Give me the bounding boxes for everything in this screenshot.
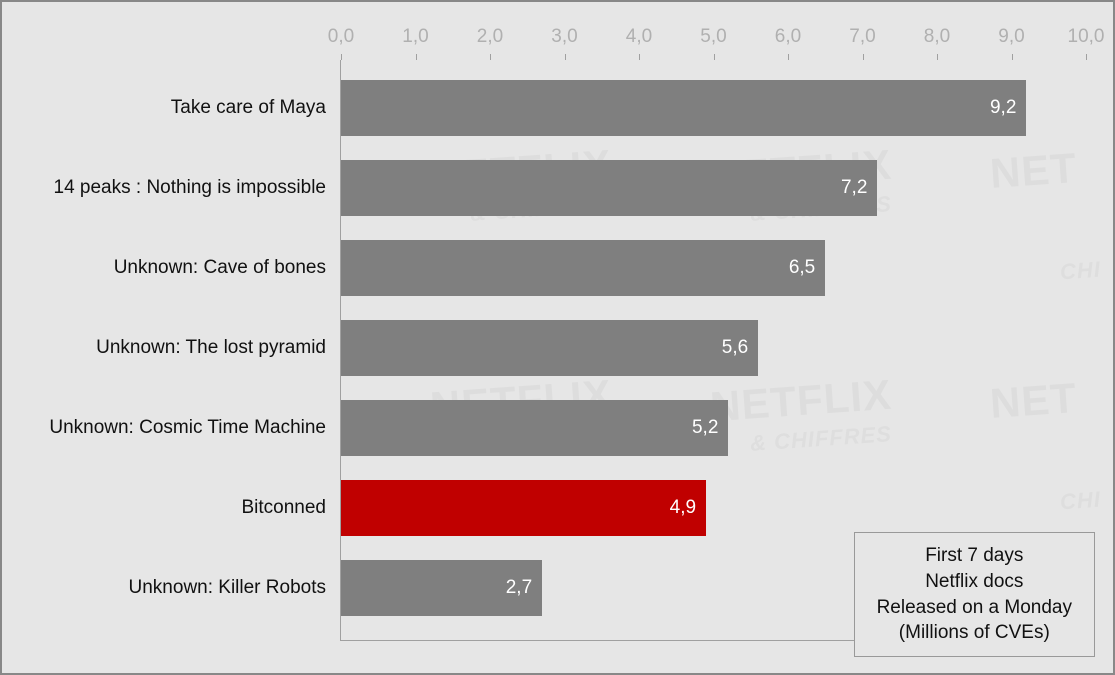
category-label-wrap: Unknown: Cosmic Time Machine — [0, 400, 326, 456]
x-tick-mark — [863, 54, 864, 60]
bar-value-label: 9,2 — [990, 97, 1016, 119]
category-label: Unknown: Killer Robots — [0, 577, 326, 599]
x-tick-label: 8,0 — [924, 26, 950, 48]
category-label-wrap: 14 peaks : Nothing is impossible — [0, 160, 326, 216]
x-tick-label: 7,0 — [849, 26, 875, 48]
x-tick-mark — [341, 54, 342, 60]
category-label: Unknown: Cave of bones — [0, 257, 326, 279]
x-tick-label: 9,0 — [998, 26, 1024, 48]
x-tick-label: 6,0 — [775, 26, 801, 48]
x-tick-label: 5,0 — [700, 26, 726, 48]
chart-canvas: NETFLIX & CHIFFRES NETFLIX & CHIFFRES NE… — [0, 0, 1115, 675]
x-tick-mark — [714, 54, 715, 60]
category-label-wrap: Unknown: The lost pyramid — [0, 320, 326, 376]
category-label: 14 peaks : Nothing is impossible — [0, 177, 326, 199]
x-tick-mark — [1086, 54, 1087, 60]
category-label: Unknown: The lost pyramid — [0, 337, 326, 359]
category-label-wrap: Take care of Maya — [0, 80, 326, 136]
category-label: Unknown: Cosmic Time Machine — [0, 417, 326, 439]
bar-value-label: 5,6 — [722, 337, 748, 359]
bar: 9,2 — [341, 80, 1026, 136]
x-tick-mark — [1012, 54, 1013, 60]
category-label-wrap: Unknown: Killer Robots — [0, 560, 326, 616]
bar: 2,7 — [341, 560, 542, 616]
x-tick-mark — [490, 54, 491, 60]
category-label: Take care of Maya — [0, 97, 326, 119]
category-label-wrap: Bitconned — [0, 480, 326, 536]
legend-line: (Millions of CVEs) — [877, 620, 1072, 646]
x-tick-mark — [639, 54, 640, 60]
bar-value-label: 4,9 — [670, 497, 696, 519]
bar: 4,9 — [341, 480, 706, 536]
x-tick-mark — [416, 54, 417, 60]
category-label-wrap: Unknown: Cave of bones — [0, 240, 326, 296]
bar: 7,2 — [341, 160, 877, 216]
bar: 5,6 — [341, 320, 758, 376]
legend-line: Released on a Monday — [877, 595, 1072, 621]
x-tick-label: 0,0 — [328, 26, 354, 48]
legend-line: First 7 days — [877, 543, 1072, 569]
x-tick-mark — [788, 54, 789, 60]
x-tick-label: 1,0 — [402, 26, 428, 48]
bar-value-label: 5,2 — [692, 417, 718, 439]
legend-box: First 7 daysNetflix docsReleased on a Mo… — [854, 532, 1095, 657]
bar: 6,5 — [341, 240, 825, 296]
legend-line: Netflix docs — [877, 569, 1072, 595]
x-tick-mark — [565, 54, 566, 60]
x-tick-label: 4,0 — [626, 26, 652, 48]
bar: 5,2 — [341, 400, 728, 456]
x-tick-label: 2,0 — [477, 26, 503, 48]
bar-value-label: 6,5 — [789, 257, 815, 279]
bar-value-label: 7,2 — [841, 177, 867, 199]
category-label: Bitconned — [0, 497, 326, 519]
x-tick-label: 3,0 — [551, 26, 577, 48]
x-tick-label: 10,0 — [1068, 26, 1105, 48]
bar-value-label: 2,7 — [506, 577, 532, 599]
x-tick-mark — [937, 54, 938, 60]
